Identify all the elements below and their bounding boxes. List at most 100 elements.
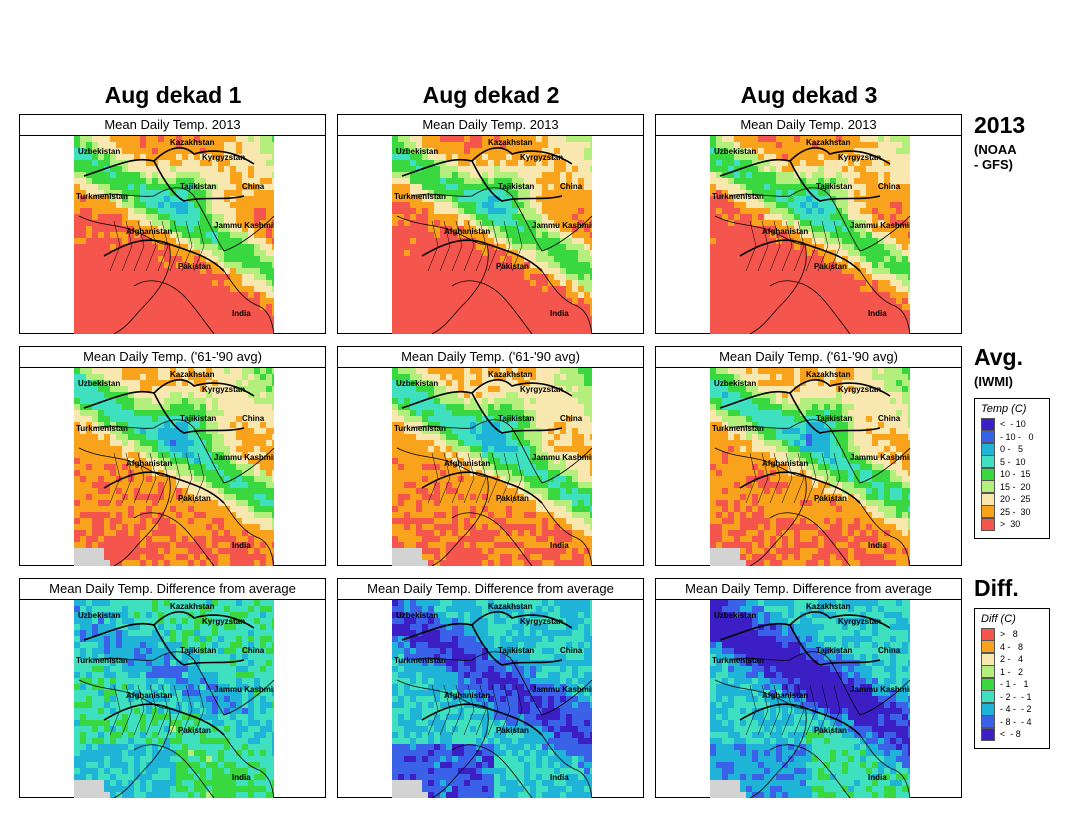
map-cell — [878, 328, 885, 334]
map-cell — [416, 286, 423, 293]
map-cell — [530, 136, 537, 143]
map-cell — [782, 322, 789, 329]
map-border — [411, 187, 513, 197]
map-cell — [536, 142, 543, 149]
map-cell — [206, 512, 213, 519]
map-border — [714, 215, 806, 245]
map-raster — [710, 136, 910, 334]
map-cell — [878, 232, 885, 239]
map-cell — [104, 374, 111, 381]
map-cell — [170, 136, 177, 143]
map-cell — [896, 316, 903, 323]
map-cell — [884, 322, 891, 329]
map-cell — [260, 380, 267, 387]
map-cell — [206, 190, 213, 197]
map-cell — [818, 292, 825, 299]
map-cell — [578, 214, 585, 221]
map-cell — [884, 184, 891, 191]
map-cell — [806, 292, 813, 299]
map-cell — [746, 316, 753, 323]
map-cell — [224, 292, 231, 299]
map-cell — [566, 196, 573, 203]
map-cell — [590, 392, 592, 399]
map-cell — [248, 494, 255, 501]
map-cell — [182, 500, 189, 507]
map-cell — [506, 208, 513, 215]
map-cell — [236, 476, 243, 483]
map-cell — [488, 392, 495, 399]
map-cell — [224, 488, 231, 495]
map-cell — [176, 386, 183, 393]
map-cell — [74, 304, 81, 311]
map-cell — [590, 208, 592, 215]
map-cell — [272, 386, 274, 393]
map-cell — [404, 232, 411, 239]
map-cell — [98, 238, 105, 245]
map-cell — [554, 410, 561, 417]
map-cell — [530, 190, 537, 197]
map-cell — [266, 368, 273, 375]
map-cell — [110, 416, 117, 423]
map-cell — [590, 184, 592, 191]
map-cell — [194, 250, 201, 257]
map-cell — [530, 392, 537, 399]
map-cell — [86, 232, 93, 239]
map-cell — [818, 316, 825, 323]
map-cell — [104, 238, 111, 245]
map-province-line — [781, 220, 793, 272]
map-cell — [782, 154, 789, 161]
map-cell — [728, 280, 735, 287]
map-cell — [902, 208, 909, 215]
map-cell — [812, 250, 819, 257]
map-cell — [890, 244, 897, 251]
map-cell — [410, 214, 417, 221]
map-cell — [422, 202, 429, 209]
map-cell — [188, 214, 195, 221]
map-cell — [482, 304, 489, 311]
map-cell — [554, 136, 561, 143]
map-cell — [578, 190, 585, 197]
map-cell — [470, 244, 477, 251]
map-cell — [458, 226, 465, 233]
map-cell — [224, 142, 231, 149]
map-cell — [542, 304, 549, 311]
map-cell — [824, 328, 831, 334]
map-cell — [788, 280, 795, 287]
map-cell — [584, 310, 591, 317]
map-cell — [788, 298, 795, 305]
map-cell — [152, 268, 159, 275]
map-cell — [254, 422, 261, 429]
map-cell — [536, 250, 543, 257]
map-cell — [770, 286, 777, 293]
map-border — [83, 147, 255, 177]
map-cell — [470, 178, 477, 185]
map-cell — [188, 244, 195, 251]
map-cell — [536, 422, 543, 429]
map-cell — [164, 446, 171, 453]
map-cell — [122, 446, 129, 453]
map-cell — [572, 428, 579, 435]
map-cell — [722, 292, 729, 299]
map-cell — [152, 208, 159, 215]
map-cell — [488, 208, 495, 215]
map-cell — [824, 208, 831, 215]
map-cell — [812, 286, 819, 293]
map-cell — [212, 518, 219, 525]
map-cell — [134, 428, 141, 435]
map-cell — [104, 202, 111, 209]
map-cell — [488, 304, 495, 311]
map-cell — [482, 316, 489, 323]
map-cell — [182, 446, 189, 453]
map-cell — [854, 178, 861, 185]
map-cell — [884, 244, 891, 251]
map-cell — [266, 548, 273, 555]
map-cell — [236, 328, 243, 334]
map-cell — [410, 136, 417, 143]
map-cell — [128, 458, 135, 465]
map-cell — [176, 316, 183, 323]
map-cell — [902, 190, 909, 197]
map-cell — [416, 166, 423, 173]
map-cell — [566, 250, 573, 257]
map-cell — [176, 392, 183, 399]
map-cell — [200, 208, 207, 215]
